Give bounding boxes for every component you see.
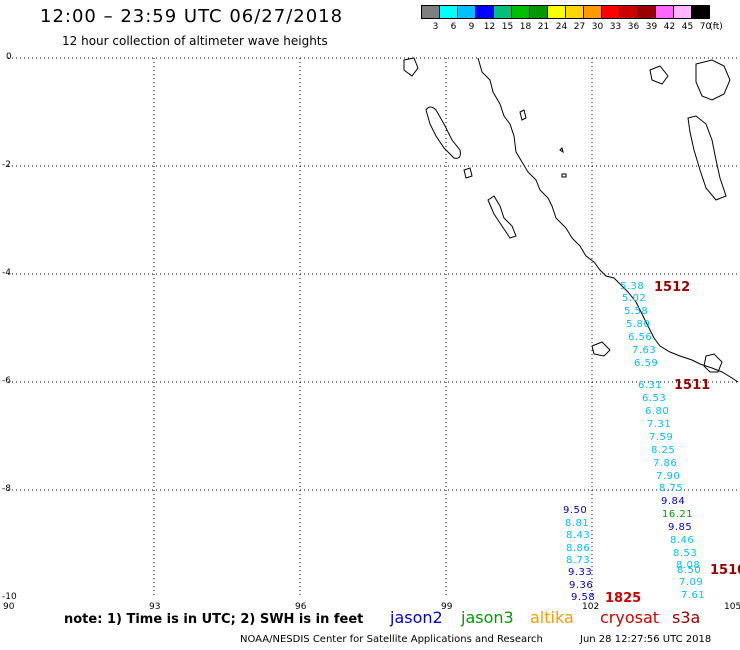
swh-value: 16.21 <box>662 509 694 520</box>
legend-tick-label: 30 <box>591 22 604 32</box>
legend-tick-label: 45 <box>681 22 694 32</box>
swh-value: 9.33 <box>568 567 593 578</box>
legend-tick-label: 3 <box>432 22 439 32</box>
swh-value: 8.43 <box>566 530 591 541</box>
legend-tick-label: 6 <box>450 22 457 32</box>
legend-tick-label: 70 <box>699 22 712 32</box>
satellite-jason3: jason3 <box>461 608 514 627</box>
legend-tick-label: 33 <box>609 22 622 32</box>
x-axis-label: 102 <box>582 602 600 612</box>
satellite-altika: altika <box>530 608 574 627</box>
color-scale-legend <box>421 5 710 19</box>
swh-value: 8.46 <box>670 535 695 546</box>
swh-value: 7.86 <box>653 458 678 469</box>
swh-value: 8.75 <box>659 483 684 494</box>
swh-value: 8.86 <box>566 543 591 554</box>
swh-value: 7.90 <box>656 471 681 482</box>
swh-value: 7.61 <box>681 590 706 601</box>
y-axis-label: -2 <box>2 160 11 170</box>
legend-tick-label: 12 <box>483 22 496 32</box>
pass-time-label: 1825 <box>605 591 642 606</box>
swh-value: 8.25 <box>651 445 676 456</box>
legend-tick-label: 42 <box>663 22 676 32</box>
credit-line: NOAA/NESDIS Center for Satellite Applica… <box>240 634 543 645</box>
swh-value: 8.08 <box>676 560 701 571</box>
swh-value: 5.58 <box>624 306 649 317</box>
swh-value: 7.59 <box>649 432 674 443</box>
legend-tick-label: 36 <box>627 22 640 32</box>
pass-time-label: 1511 <box>674 378 711 393</box>
x-axis-label: 105 <box>724 602 740 612</box>
pass-time-label: 1510 <box>710 563 740 578</box>
satellite-jason2: jason2 <box>390 608 443 627</box>
graticule-grid <box>8 57 738 598</box>
swh-value: 5.38 <box>620 281 645 292</box>
legend-tick-label: 21 <box>537 22 550 32</box>
legend-tick-label: 15 <box>501 22 514 32</box>
swh-value: 8.73 <box>566 555 591 566</box>
swh-value: 6.53 <box>642 393 667 404</box>
swh-value: 6.80 <box>645 406 670 417</box>
swh-value: 6.31 <box>638 380 663 391</box>
y-axis-label: 0 <box>6 52 12 62</box>
satellite-cryosat: cryosat <box>600 608 660 627</box>
swh-value: 8.81 <box>565 518 590 529</box>
y-axis-label: -6 <box>2 376 11 386</box>
legend-tick-label: 39 <box>645 22 658 32</box>
swh-value: 8.53 <box>673 548 698 559</box>
swh-value: 9.50 <box>563 505 588 516</box>
legend-tick-label: 24 <box>555 22 568 32</box>
swh-value: 5.80 <box>626 319 651 330</box>
coastline <box>403 57 739 383</box>
satellite-s3a: s3a <box>672 608 701 627</box>
legend-swatch <box>691 5 710 19</box>
pass-time-label: 1512 <box>654 280 691 295</box>
x-axis-label: 99 <box>441 602 453 612</box>
swh-value: 6.56 <box>628 332 653 343</box>
swh-value: 9.36 <box>569 580 594 591</box>
legend-tick-label: 9 <box>468 22 475 32</box>
legend-tick-label: 18 <box>519 22 532 32</box>
map-title: 12:00 – 23:59 UTC 06/27/2018 <box>40 6 344 27</box>
y-axis-label: -8 <box>2 484 11 494</box>
swh-value: 9.58 <box>571 592 596 603</box>
x-axis-label: 93 <box>149 602 161 612</box>
map-subtitle: 12 hour collection of altimeter wave hei… <box>62 34 328 48</box>
legend-tick-label: 27 <box>573 22 586 32</box>
swh-value: 9.84 <box>661 496 686 507</box>
swh-value: 6.59 <box>634 358 659 369</box>
footer-note: note: 1) Time is in UTC; 2) SWH is in fe… <box>64 612 364 627</box>
y-axis-label: -10 <box>2 592 17 602</box>
x-axis-label: 90 <box>3 602 15 612</box>
x-axis-label: 96 <box>295 602 307 612</box>
swh-value: 5.02 <box>622 293 647 304</box>
generated-timestamp: Jun 28 12:27:56 UTC 2018 <box>580 634 712 645</box>
swh-value: 7.63 <box>632 345 657 356</box>
swh-value: 7.31 <box>647 419 672 430</box>
swh-value: 8.50 <box>677 565 702 576</box>
legend-unit-label: (ft) <box>709 22 723 32</box>
y-axis-label: -4 <box>2 268 11 278</box>
swh-value: 9.85 <box>668 522 693 533</box>
swh-value: 7.09 <box>679 577 704 588</box>
